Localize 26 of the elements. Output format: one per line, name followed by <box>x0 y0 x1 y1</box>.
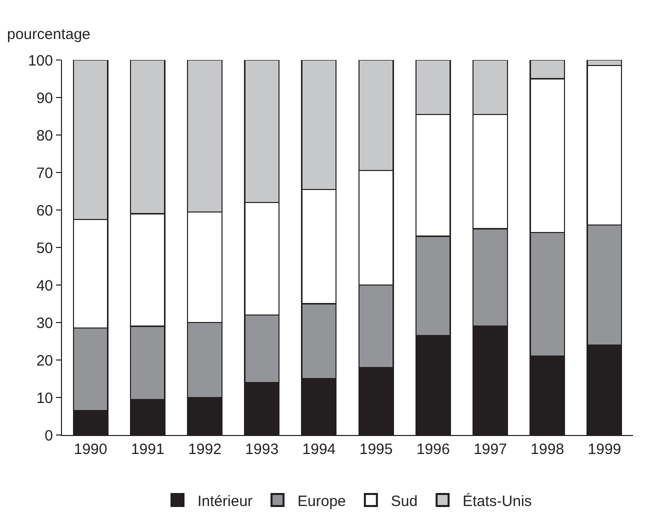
y-tick-label: 50 <box>36 240 53 257</box>
legend-label: Europe <box>298 492 346 510</box>
x-tick-label: 1995 <box>359 441 393 458</box>
y-tick-label: 10 <box>36 390 53 407</box>
x-tick-label: 1993 <box>245 441 279 458</box>
y-tick-label: 40 <box>36 277 53 294</box>
y-tick-label: 20 <box>36 352 53 370</box>
y-tick-label: 30 <box>36 314 53 332</box>
y-tick-label: 70 <box>36 164 53 182</box>
x-tick-label: 1994 <box>302 441 336 458</box>
legend-label: Intérieur <box>198 492 253 510</box>
legend-label: Sud <box>390 492 418 510</box>
x-tick-label: 1990 <box>74 441 108 458</box>
y-tick-label: 0 <box>44 427 53 444</box>
x-tick-label: 1991 <box>130 441 164 458</box>
y-tick-label: 100 <box>28 52 53 70</box>
legend-label: États-Unis <box>462 492 532 510</box>
y-tick-label: 60 <box>36 202 53 220</box>
y-tick-label: 90 <box>36 90 53 107</box>
x-tick-label: 1998 <box>530 441 564 458</box>
y-axis-title: pourcentage <box>7 26 90 43</box>
x-tick-label: 1996 <box>416 441 450 458</box>
x-tick-label: 1997 <box>474 441 507 458</box>
x-tick-label: 1992 <box>188 441 222 458</box>
y-tick-label: 80 <box>36 127 53 144</box>
x-tick-label: 1999 <box>588 441 622 458</box>
